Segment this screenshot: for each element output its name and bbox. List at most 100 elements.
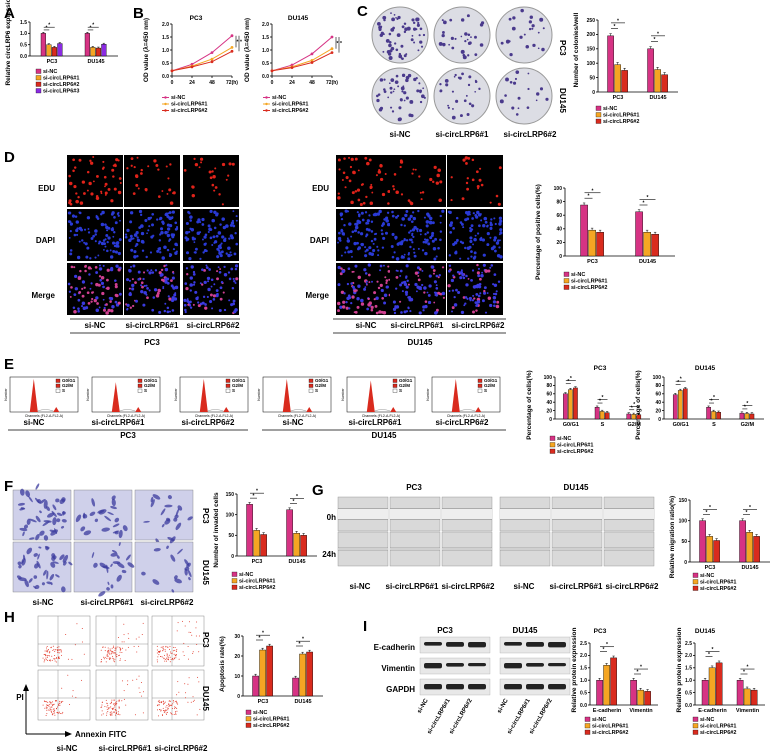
legend-swatch: [563, 284, 570, 290]
nucleus: [76, 233, 79, 236]
invaded-cell: [28, 495, 33, 503]
sig-star: *: [259, 636, 261, 642]
wound-gap: [604, 548, 654, 550]
nucleus: [205, 264, 208, 267]
nucleus: [473, 251, 477, 255]
nucleus: [427, 242, 431, 246]
event: [124, 659, 126, 661]
event: [109, 653, 111, 655]
nucleus: [161, 256, 166, 260]
nucleus: [412, 168, 415, 171]
event: [196, 714, 198, 716]
nucleus: [486, 243, 490, 247]
series-line: [171, 50, 233, 72]
nucleus: [383, 301, 387, 305]
invaded-cell: [45, 546, 49, 551]
nucleus: [337, 283, 341, 287]
nucleus: [347, 250, 351, 254]
g0g1-peak: [29, 378, 38, 412]
nucleus: [337, 241, 339, 244]
colony: [448, 43, 451, 46]
colony: [411, 18, 415, 22]
nucleus: [472, 310, 475, 314]
event: [178, 658, 180, 660]
event: [58, 657, 60, 659]
nucleus: [408, 238, 412, 241]
nucleus: [113, 216, 116, 219]
invaded-cell: [98, 509, 107, 515]
nucleus: [146, 232, 148, 235]
nucleus: [388, 278, 391, 281]
nucleus: [88, 181, 92, 186]
d-col-si-nc-du145: si-NC: [356, 321, 377, 330]
event: [101, 706, 103, 708]
g-title-pc3: PC3: [406, 483, 422, 492]
g-ylabel: Relative migration ratio(%): [669, 496, 676, 578]
nucleus: [218, 193, 221, 196]
bar: [293, 533, 300, 557]
nucleus: [207, 287, 211, 292]
nucleus: [467, 156, 471, 160]
event: [45, 659, 47, 661]
nucleus: [337, 309, 340, 313]
event: [59, 649, 61, 651]
nucleus: [86, 246, 90, 250]
colony: [377, 93, 381, 96]
nucleus: [489, 303, 493, 308]
event: [174, 711, 176, 713]
legend-label: si-circLRP6#1: [253, 717, 289, 723]
event: [54, 660, 56, 662]
bar: [596, 231, 604, 257]
nucleus: [169, 252, 171, 255]
nucleus: [359, 202, 363, 207]
nucleus: [364, 254, 368, 258]
nucleus: [212, 174, 216, 179]
nucleus: [463, 304, 466, 307]
nucleus: [407, 253, 410, 256]
event: [50, 711, 52, 713]
nucleus: [481, 299, 485, 303]
colony: [402, 85, 405, 88]
nucleus: [384, 231, 388, 235]
colony: [383, 78, 386, 81]
nucleus: [337, 236, 342, 241]
nucleus: [499, 239, 501, 242]
event: [162, 707, 164, 709]
colony: [391, 110, 395, 113]
event: [175, 653, 177, 655]
nucleus: [234, 267, 238, 271]
event: [112, 703, 114, 705]
invaded-cell: [46, 570, 49, 580]
nucleus: [72, 169, 75, 173]
x-tick-label: G2/M: [741, 422, 755, 428]
nucleus: [94, 256, 97, 259]
nucleus: [200, 283, 204, 286]
invaded-cell: [62, 511, 65, 516]
y-tick-label: 0.5: [20, 42, 27, 48]
nucleus: [197, 304, 201, 308]
nucleus: [346, 239, 351, 243]
nucleus: [399, 300, 402, 303]
nucleus: [94, 229, 98, 233]
invaded-cell: [25, 490, 30, 498]
colony: [439, 83, 442, 86]
event: [121, 641, 123, 643]
nucleus: [409, 214, 413, 218]
event: [112, 651, 114, 653]
nucleus: [165, 165, 168, 168]
d-col-si2-pc3: si-circLRP6#2: [187, 321, 240, 330]
nucleus: [207, 224, 211, 228]
colony: [508, 17, 512, 21]
nucleus: [95, 215, 99, 219]
nucleus: [455, 216, 459, 220]
y-tick-label: 40: [556, 227, 562, 233]
nucleus: [447, 269, 451, 273]
event: [109, 658, 111, 660]
nucleus: [78, 158, 82, 162]
event: [142, 712, 144, 714]
nucleus: [433, 280, 437, 284]
event: [172, 703, 174, 705]
colony: [442, 20, 447, 25]
invaded-cell: [17, 502, 26, 506]
event: [171, 714, 173, 716]
